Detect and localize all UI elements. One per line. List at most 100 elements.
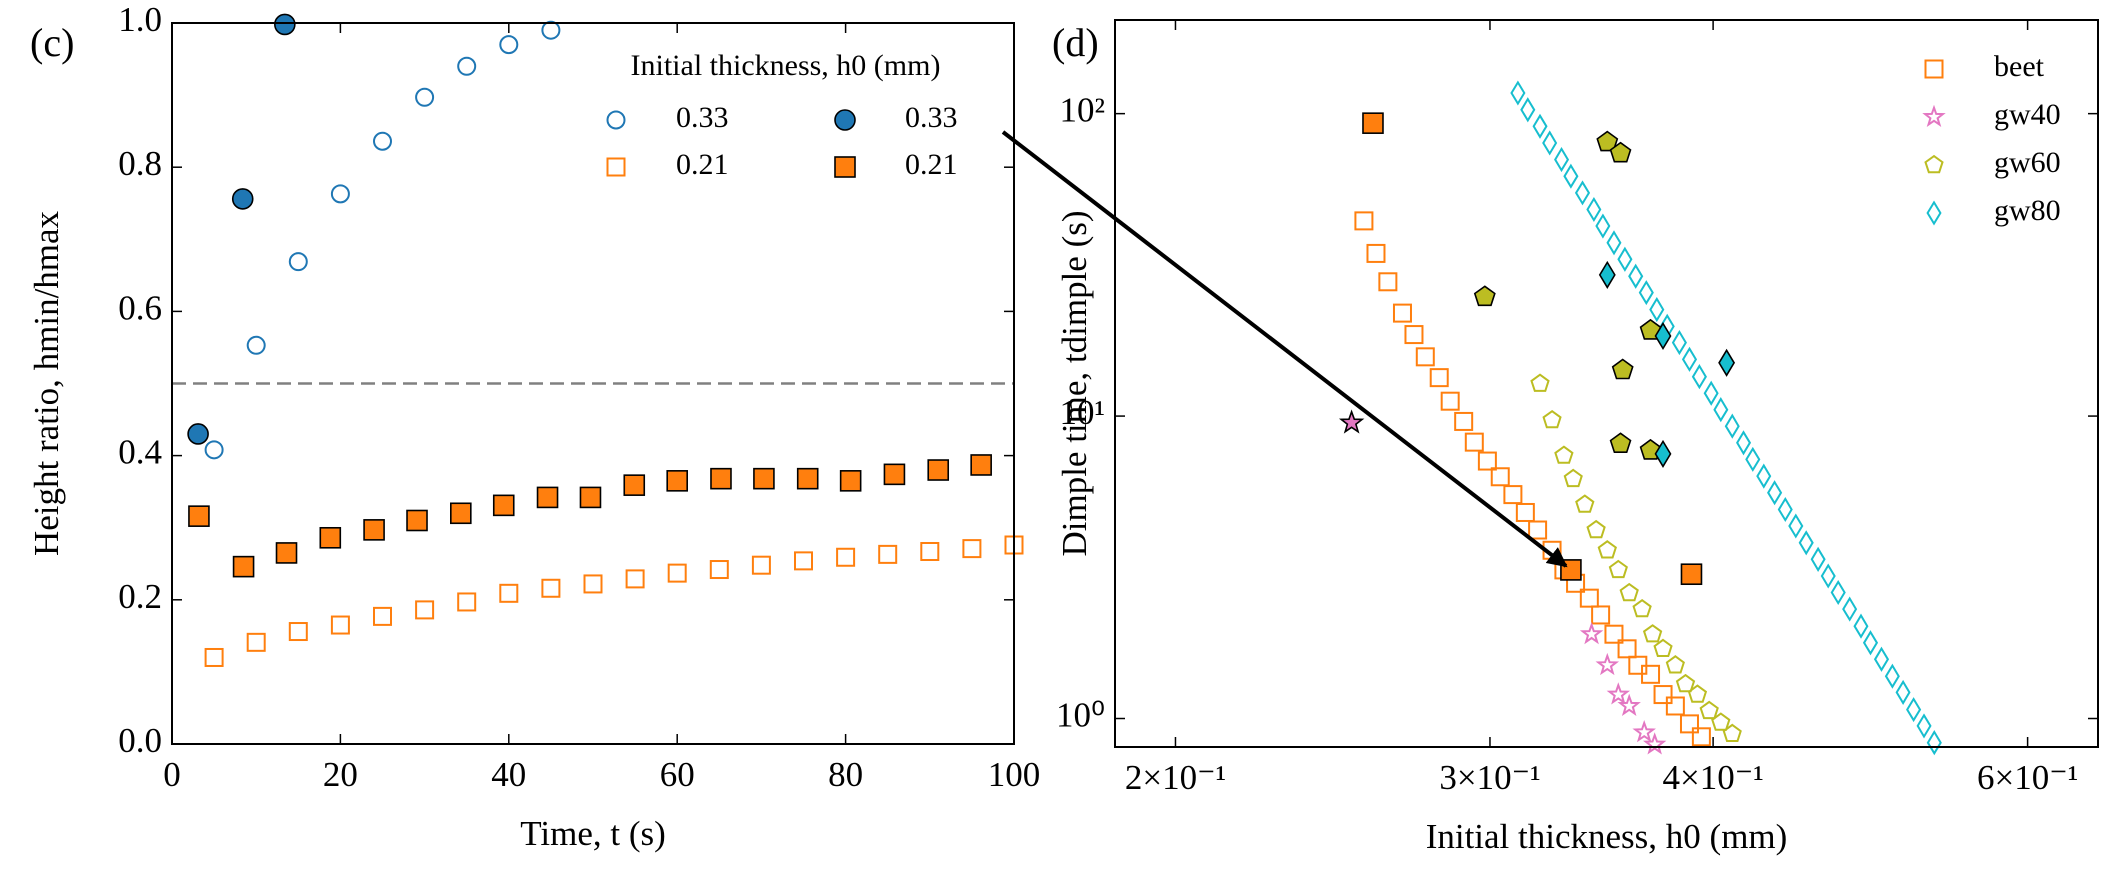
legend-label: gw80 [1994, 194, 2061, 227]
point [962, 539, 982, 559]
point [1654, 321, 1672, 351]
legend-label: beet [1994, 50, 2045, 83]
y-axis-label: Height ratio, hmin/hmax [27, 210, 66, 556]
series [1530, 373, 1742, 742]
point [204, 647, 224, 667]
point [1597, 540, 1617, 559]
point [1788, 513, 1804, 539]
point [794, 551, 813, 571]
x-tick-label: 80 [828, 755, 863, 794]
point [1429, 368, 1449, 388]
series [1354, 211, 1711, 747]
y-tick-label: 0.0 [118, 721, 162, 760]
point [1563, 468, 1583, 488]
point [1503, 485, 1523, 505]
point [1632, 720, 1656, 743]
point [1820, 563, 1836, 589]
point [274, 13, 296, 36]
y-tick-label: 10² [1060, 91, 1106, 130]
point [1679, 714, 1699, 734]
point [710, 467, 732, 490]
series [1338, 409, 1365, 434]
legend-marker [1922, 104, 1946, 128]
point [1617, 246, 1633, 272]
legend-label: 0.33 [905, 101, 958, 134]
point [1532, 113, 1548, 139]
point [1575, 494, 1595, 513]
point [536, 486, 559, 509]
point [1378, 272, 1398, 292]
x-tick-label: 0 [163, 755, 181, 794]
point [1691, 364, 1707, 390]
point [1598, 260, 1616, 289]
legend-marker [834, 109, 856, 131]
point [204, 440, 224, 460]
point [1596, 130, 1619, 152]
point [666, 470, 689, 492]
point [1665, 655, 1685, 674]
point [1675, 673, 1696, 693]
point [288, 252, 308, 272]
x-tick-label: 2×10⁻¹ [1125, 758, 1226, 797]
plot-frame [1114, 19, 2099, 748]
point [1713, 397, 1729, 423]
point [753, 467, 775, 490]
point [1862, 630, 1879, 656]
point [406, 509, 428, 532]
point [1595, 652, 1620, 676]
point [1415, 347, 1435, 367]
point [457, 56, 477, 76]
y-tick-label: 0.8 [118, 144, 162, 183]
point [1632, 598, 1652, 618]
point [499, 35, 519, 55]
point [1639, 318, 1662, 340]
point [415, 600, 435, 620]
y-tick-label: 0.4 [118, 433, 162, 472]
point [1926, 730, 1942, 756]
point [231, 188, 254, 210]
point [187, 423, 209, 445]
point [796, 467, 819, 490]
point [330, 184, 350, 204]
point [1873, 646, 1890, 672]
point [1699, 700, 1719, 720]
point [1745, 446, 1761, 472]
point [623, 474, 646, 496]
point [1464, 432, 1484, 452]
series [1362, 112, 1703, 586]
plot-frame [171, 22, 1015, 745]
point [246, 335, 266, 355]
point [457, 592, 477, 612]
point [288, 622, 308, 642]
point [1563, 163, 1579, 189]
legend-marker [1924, 59, 1944, 79]
point [188, 505, 210, 527]
point [1542, 130, 1558, 156]
point [1724, 413, 1740, 439]
y-tick-label: 10⁰ [1056, 696, 1105, 735]
point [1528, 520, 1548, 540]
y-tick-label: 1.0 [118, 0, 162, 39]
point [579, 486, 602, 509]
x-tick-label: 60 [660, 755, 695, 794]
point [1884, 663, 1900, 689]
point [1604, 624, 1624, 644]
point [751, 555, 771, 575]
y-tick-label: 10¹ [1060, 393, 1106, 432]
point [492, 494, 515, 517]
point [920, 541, 940, 561]
legend-marker [1924, 154, 1944, 174]
point [1810, 546, 1826, 572]
point [1916, 713, 1932, 739]
point [1665, 696, 1685, 716]
x-tick-label: 6×10⁻¹ [1977, 758, 2078, 797]
point [1711, 712, 1731, 731]
point [1338, 409, 1365, 434]
series [188, 454, 992, 578]
point [1642, 732, 1667, 755]
point [1671, 329, 1687, 356]
y-tick-label: 0.6 [118, 288, 162, 327]
point [1853, 613, 1869, 639]
